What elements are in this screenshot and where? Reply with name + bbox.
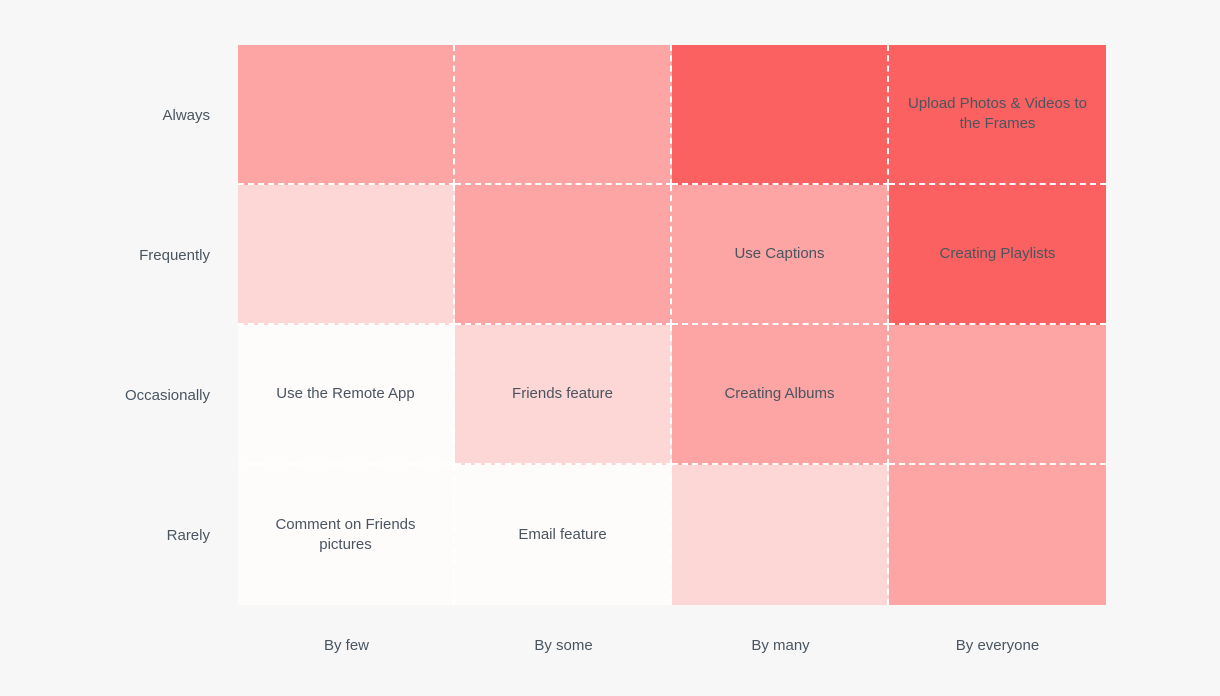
heatmap-cell — [455, 45, 672, 185]
y-axis-label: Always — [0, 45, 238, 185]
heatmap-cell — [889, 465, 1106, 605]
y-axis-label: Frequently — [0, 185, 238, 325]
y-axis-label: Occasionally — [0, 325, 238, 465]
heatmap-cell — [238, 45, 455, 185]
heatmap-cell — [672, 465, 889, 605]
cell-text: Friends feature — [512, 384, 613, 404]
x-axis: By few By some By many By everyone — [238, 620, 1106, 670]
x-axis-label: By everyone — [889, 620, 1106, 670]
cell-text: Creating Playlists — [940, 244, 1056, 264]
heatmap-cell: Creating Playlists — [889, 185, 1106, 325]
cell-text: Comment on Friends pictures — [252, 515, 439, 556]
heatmap-cell: Comment on Friends pictures — [238, 465, 455, 605]
cell-text: Upload Photos & Videos to the Frames — [903, 94, 1092, 135]
heatmap-grid: Upload Photos & Videos to the Frames Use… — [238, 45, 1106, 605]
x-axis-label: By many — [672, 620, 889, 670]
heatmap-cell: Upload Photos & Videos to the Frames — [889, 45, 1106, 185]
heatmap-chart: Always Frequently Occasionally Rarely Up… — [0, 0, 1220, 696]
x-axis-label: By some — [455, 620, 672, 670]
heatmap-cell — [238, 185, 455, 325]
y-axis: Always Frequently Occasionally Rarely — [0, 45, 238, 605]
heatmap-cell — [455, 185, 672, 325]
heatmap-cell: Friends feature — [455, 325, 672, 465]
y-axis-label: Rarely — [0, 465, 238, 605]
heatmap-cell: Email feature — [455, 465, 672, 605]
heatmap-cell — [672, 45, 889, 185]
x-axis-label: By few — [238, 620, 455, 670]
cell-text: Use Captions — [734, 244, 824, 264]
heatmap-cell — [889, 325, 1106, 465]
heatmap-cell: Use Captions — [672, 185, 889, 325]
heatmap-cell: Creating Albums — [672, 325, 889, 465]
cell-text: Email feature — [518, 525, 606, 545]
heatmap-cell: Use the Remote App — [238, 325, 455, 465]
cell-text: Creating Albums — [724, 384, 834, 404]
cell-text: Use the Remote App — [276, 384, 414, 404]
